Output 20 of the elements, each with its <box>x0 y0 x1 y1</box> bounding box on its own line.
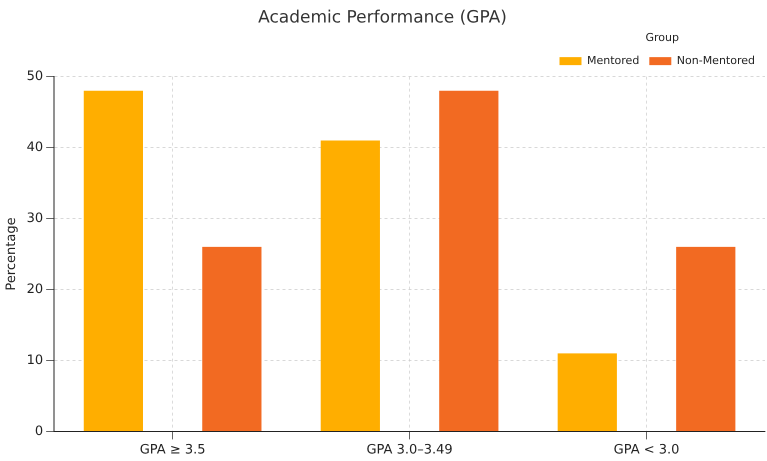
y-tick-label: 50 <box>26 68 44 84</box>
y-tick-label: 0 <box>34 424 44 439</box>
bar <box>202 246 262 432</box>
legend-label: Mentored <box>586 54 640 67</box>
bar <box>439 90 498 432</box>
y-tick-label: 40 <box>26 140 44 155</box>
legend-title: Group <box>645 30 680 44</box>
y-tick-label: 20 <box>26 282 44 297</box>
y-tick-label: 30 <box>26 210 44 226</box>
y-axis-title: Percentage <box>4 217 20 291</box>
bar <box>558 353 617 432</box>
bar <box>676 246 736 432</box>
x-tick-label: GPA 3.0–3.49 <box>366 442 453 458</box>
y-tick-label: 10 <box>26 352 44 368</box>
x-tick-label: GPA ≥ 3.5 <box>140 442 206 458</box>
x-tick-label: GPA < 3.0 <box>614 442 680 458</box>
bar <box>84 90 143 432</box>
bar <box>320 140 380 432</box>
chart-title: Academic Performance (GPA) <box>258 8 507 28</box>
legend-label: Non-Mentored <box>676 54 755 67</box>
